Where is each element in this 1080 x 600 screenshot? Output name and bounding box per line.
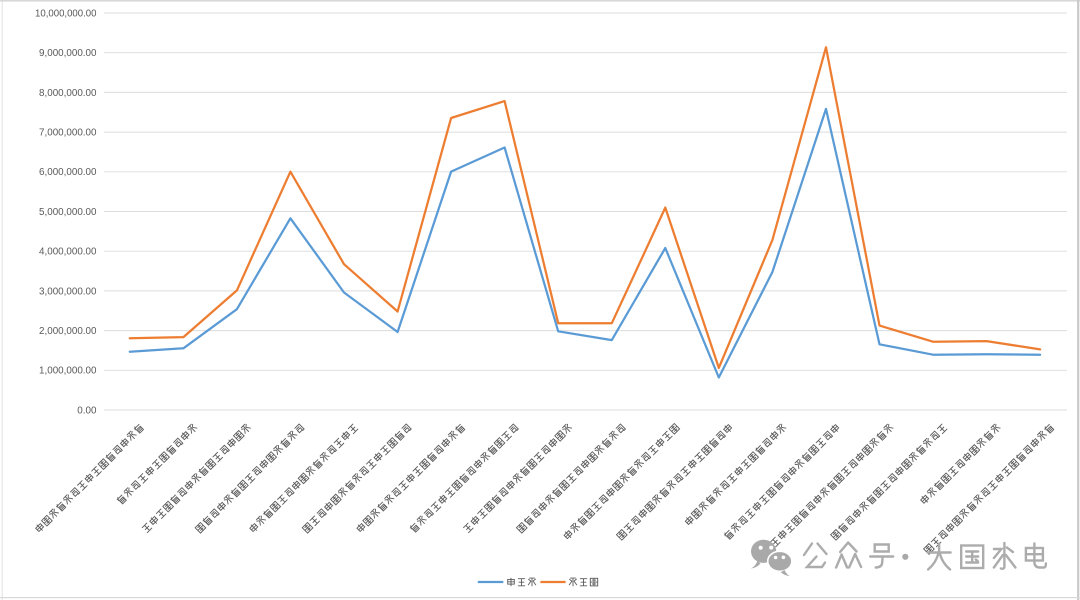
svg-text:2,000,000.00: 2,000,000.00: [39, 326, 97, 337]
svg-text:0.00: 0.00: [77, 405, 97, 416]
svg-text:1,000,000.00: 1,000,000.00: [39, 366, 97, 377]
svg-text:9,000,000.00: 9,000,000.00: [39, 48, 97, 59]
svg-text:8,000,000.00: 8,000,000.00: [39, 88, 97, 99]
svg-text:5,000,000.00: 5,000,000.00: [39, 207, 97, 218]
svg-text:10,000,000.00: 10,000,000.00: [35, 8, 97, 19]
svg-text:7,000,000.00: 7,000,000.00: [39, 128, 97, 139]
svg-text:3,000,000.00: 3,000,000.00: [39, 286, 97, 297]
svg-text:6,000,000.00: 6,000,000.00: [39, 167, 97, 178]
svg-text:4,000,000.00: 4,000,000.00: [39, 247, 97, 258]
